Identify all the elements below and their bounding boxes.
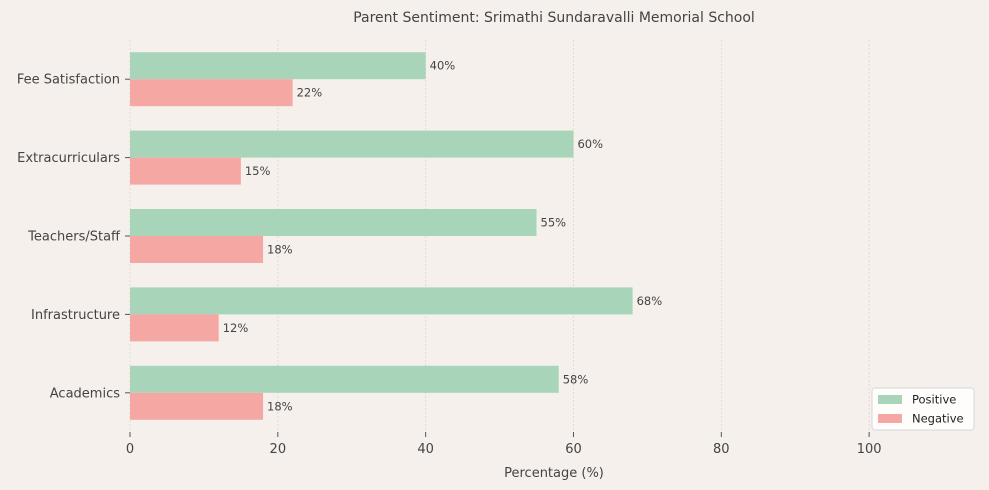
y-tick-label: Infrastructure [31, 308, 120, 323]
y-axis: Academics Infrastructure Teachers/Staff Ext… [17, 73, 130, 401]
data-label: 68% [637, 294, 663, 308]
x-tick-label: 40 [417, 442, 434, 457]
y-tick-label: Fee Satisfaction [17, 73, 120, 88]
data-label: 15% [245, 164, 271, 178]
y-tick-label: Extracurriculars [17, 151, 120, 166]
bar-negative-fee-satisfaction [130, 79, 293, 107]
data-label: 12% [223, 321, 249, 335]
x-tick-label: 60 [565, 442, 582, 457]
legend-swatch-positive [878, 395, 902, 404]
data-label: 18% [267, 399, 293, 413]
x-tick-label: 80 [713, 442, 730, 457]
x-tick-label: 0 [126, 442, 134, 457]
y-tick-label: Teachers/Staff [27, 230, 121, 245]
data-label: 40% [430, 59, 456, 73]
data-label: 60% [577, 137, 603, 151]
legend-swatch-negative [878, 414, 902, 423]
x-tick-label: 20 [270, 442, 287, 457]
y-tick-label: Academics [50, 386, 120, 401]
bar-negative-extracurriculars [130, 157, 241, 185]
bar-positive-infrastructure [130, 287, 633, 315]
x-tick-label: 100 [857, 442, 882, 457]
chart-title: Parent Sentiment: Srimathi Sundaravalli … [353, 10, 755, 26]
bar-positive-academics [130, 365, 559, 393]
bar-positive-teachers-staff [130, 209, 537, 236]
bar-positive-extracurriculars [130, 130, 574, 158]
legend-label-negative: Negative [912, 412, 964, 426]
x-axis-label: Percentage (%) [504, 466, 604, 481]
data-labels-layer: 58% 18% 68% 12% 55% 18% 60% 15% 40% 22% [223, 59, 663, 414]
data-label: 18% [267, 243, 293, 257]
bar-negative-teachers-staff [130, 236, 264, 263]
bars-layer [130, 52, 633, 420]
data-label: 55% [541, 216, 567, 230]
legend: Positive Negative [871, 387, 975, 431]
bar-positive-fee-satisfaction [130, 52, 426, 80]
legend-label-positive: Positive [912, 393, 956, 407]
data-label: 22% [297, 86, 323, 100]
bar-negative-academics [130, 392, 264, 420]
bar-negative-infrastructure [130, 314, 219, 342]
x-axis: 0 20 40 60 80 100 [126, 432, 882, 457]
data-label: 58% [563, 372, 589, 386]
